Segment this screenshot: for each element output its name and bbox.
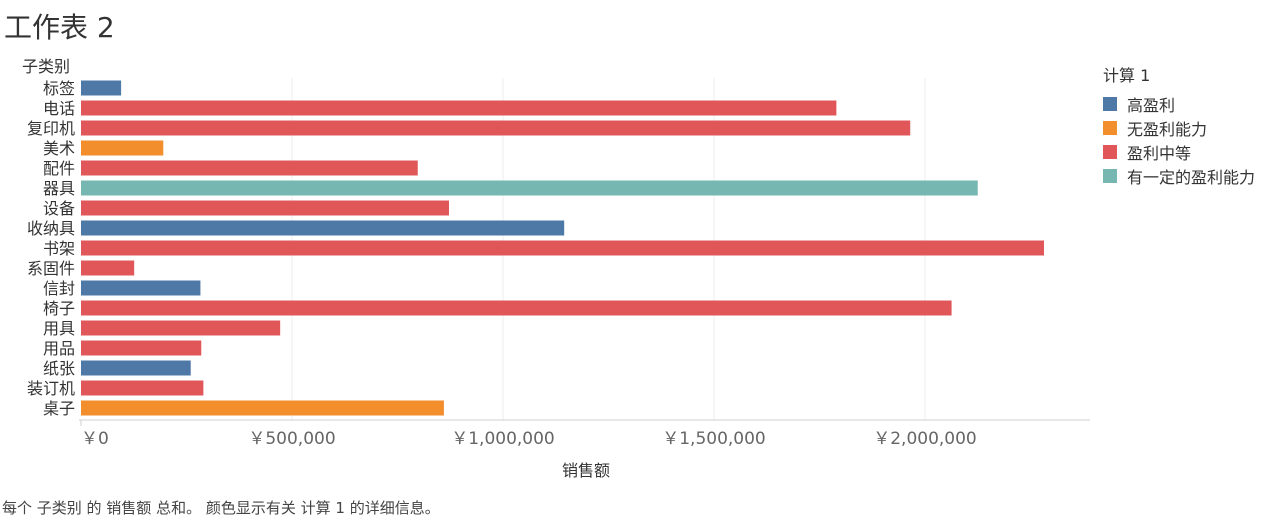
bar-3[interactable] [81,120,911,136]
bar-14[interactable] [81,340,202,356]
bar-1[interactable] [81,80,122,96]
legend-item[interactable]: 盈利中等 [1103,140,1255,164]
chart-caption: 每个 子类别 的 销售额 总和。 颜色显示有关 计算 1 的详细信息。 [2,499,440,517]
bar-12[interactable] [81,300,952,316]
sheet-title: 工作表 2 [4,11,115,44]
category-label: 电话 [43,99,75,118]
legend-items: 高盈利无盈利能力盈利中等有一定的盈利能力 [1103,92,1255,188]
legend-swatch [1103,169,1117,183]
legend-title: 计算 1 [1103,66,1151,85]
legend-item[interactable]: 有一定的盈利能力 [1103,164,1255,188]
x-tick-label: ￥2,000,000 [873,429,977,449]
x-tick-label: ￥0 [81,429,109,449]
category-label: 装订机 [27,379,75,398]
legend-label: 盈利中等 [1127,144,1192,163]
bar-16[interactable] [81,380,204,396]
category-label: 设备 [43,199,75,218]
legend-label: 无盈利能力 [1127,120,1208,139]
category-label: 桌子 [43,399,75,418]
category-label: 标签 [43,79,75,98]
bar-17[interactable] [81,400,444,416]
bar-4[interactable] [81,140,164,156]
legend-item[interactable]: 高盈利 [1103,92,1255,116]
category-label: 信封 [43,279,75,298]
bar-11[interactable] [81,280,201,296]
category-label: 收纳具 [27,219,75,238]
legend-swatch [1103,97,1117,111]
category-label: 配件 [43,159,75,178]
bar-9[interactable] [81,240,1045,256]
category-label: 系固件 [27,259,75,278]
bar-2[interactable] [81,100,837,116]
category-label: 用品 [43,339,75,358]
x-tick-label: ￥1,500,000 [662,429,766,449]
legend: 计算 1 高盈利无盈利能力盈利中等有一定的盈利能力 [1103,62,1255,188]
legend-label: 高盈利 [1127,96,1176,115]
bars [81,80,1045,416]
category-label: 美术 [43,139,75,158]
bar-5[interactable] [81,160,418,176]
legend-swatch [1103,121,1117,135]
x-tick-label: ￥500,000 [248,429,335,449]
bar-15[interactable] [81,360,191,376]
legend-label: 有一定的盈利能力 [1127,168,1256,187]
x-axis-label: 销售额 [562,461,610,480]
legend-swatch [1103,145,1117,159]
bar-8[interactable] [81,220,565,236]
category-label: 复印机 [27,119,75,138]
category-label: 器具 [43,179,75,198]
x-axis-ticks: ￥0 ￥500,000 ￥1,000,000 ￥1,500,000 ￥2,000,000 [81,429,977,449]
category-label: 书架 [43,239,75,258]
bar-7[interactable] [81,200,449,216]
category-label: 用具 [43,319,75,338]
legend-item[interactable]: 无盈利能力 [1103,116,1255,140]
bar-6[interactable] [81,180,978,196]
bar-13[interactable] [81,320,281,336]
row-header: 子类别 [22,57,70,76]
category-label: 纸张 [43,359,75,378]
category-label: 椅子 [43,299,75,318]
x-tick-label: ￥1,000,000 [451,429,555,449]
bar-10[interactable] [81,260,135,276]
